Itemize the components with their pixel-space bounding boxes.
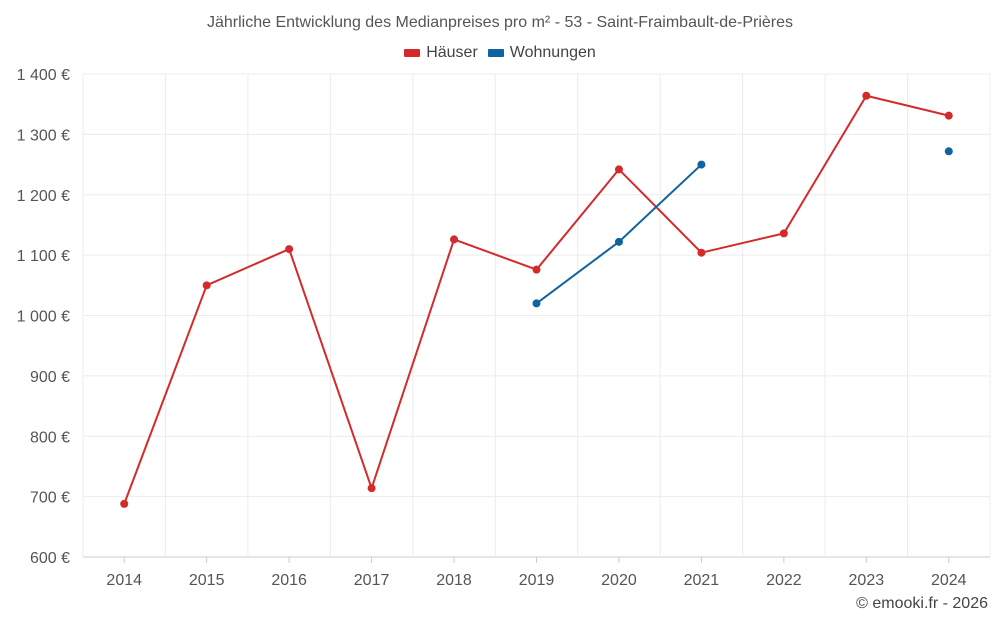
x-tick-label: 2023 (849, 572, 885, 589)
data-point-haeuser (285, 245, 294, 254)
data-point-haeuser (532, 265, 541, 274)
data-point-haeuser (862, 91, 871, 100)
series-line-haeuser (453, 238, 538, 271)
data-point-haeuser (944, 111, 953, 120)
series-line-haeuser (288, 248, 373, 490)
x-tick-label: 2020 (601, 572, 637, 589)
data-point-wohnungen (532, 299, 541, 308)
legend: Häuser Wohnungen (0, 44, 1000, 62)
series-line-haeuser (205, 248, 291, 287)
x-tick-label: 2016 (271, 572, 307, 589)
y-tick-label: 900 € (30, 369, 70, 386)
data-point-wohnungen (697, 160, 706, 169)
data-point-haeuser (697, 248, 706, 257)
series-line-haeuser (123, 284, 208, 505)
legend-swatch-wohnungen (487, 49, 504, 57)
series-line-haeuser (370, 238, 456, 490)
x-tick-label: 2015 (189, 572, 225, 589)
legend-label-haeuser: Häuser (426, 44, 478, 61)
data-point-haeuser (614, 165, 623, 174)
series-line-haeuser (700, 232, 785, 254)
series-line-haeuser (535, 168, 620, 271)
chart-title: Jährliche Entwicklung des Medianpreises … (206, 14, 793, 31)
legend-label-wohnungen: Wohnungen (509, 44, 596, 61)
series-line-haeuser (865, 94, 950, 117)
x-tick-label: 2022 (766, 572, 802, 589)
y-tick-label: 700 € (30, 490, 70, 507)
y-tick-label: 1 400 € (17, 67, 70, 84)
y-tick-label: 800 € (30, 429, 70, 446)
series-line-wohnungen (535, 240, 620, 305)
data-point-wohnungen (944, 147, 953, 156)
data-point-haeuser (202, 281, 211, 290)
x-tick-label: 2014 (106, 572, 142, 589)
y-tick-label: 1 200 € (17, 188, 70, 205)
legend-item-haeuser[interactable]: Häuser (404, 44, 478, 62)
series-line-wohnungen (617, 163, 703, 243)
data-point-haeuser (120, 499, 129, 508)
data-point-wohnungen (614, 237, 623, 246)
series-line-haeuser (617, 168, 703, 254)
legend-item-wohnungen[interactable]: Wohnungen (487, 44, 596, 62)
legend-swatch-haeuser (404, 49, 421, 57)
credit-text: © emooki.fr - 2026 (856, 595, 988, 612)
y-tick-label: 1 100 € (17, 248, 70, 265)
series-line-haeuser (782, 94, 868, 235)
data-point-haeuser (779, 229, 788, 238)
y-tick-label: 600 € (30, 550, 70, 567)
data-point-haeuser (450, 235, 459, 244)
y-tick-label: 1 300 € (17, 127, 70, 144)
x-tick-label: 2017 (354, 572, 390, 589)
x-tick-label: 2019 (519, 572, 555, 589)
x-tick-label: 2021 (684, 572, 720, 589)
data-point-haeuser (367, 484, 376, 493)
x-tick-label: 2018 (436, 572, 472, 589)
y-tick-label: 1 000 € (17, 309, 70, 326)
x-tick-label: 2024 (931, 572, 967, 589)
